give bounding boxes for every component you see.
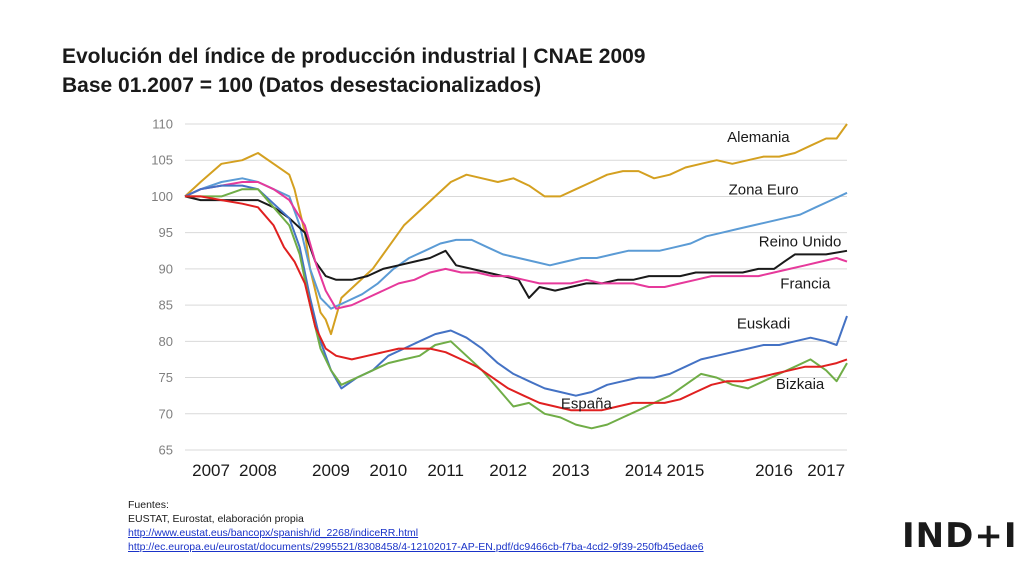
y-tick-label-100: 100 (151, 189, 173, 204)
chart-title: Evolución del índice de producción indus… (62, 42, 646, 100)
x-tick-label-2017: 2017 (807, 461, 845, 480)
y-tick-label-110: 110 (152, 117, 173, 132)
x-tick-label-2007: 2007 (192, 461, 230, 480)
x-tick-label-2015: 2015 (666, 461, 704, 480)
series-line-reino-unido (184, 195, 848, 299)
sources-heading: Fuentes: (128, 499, 169, 511)
title-line-2: Base 01.2007 = 100 (Datos desestacionali… (62, 74, 542, 97)
series-line-francia (184, 181, 848, 310)
series-line-espana (185, 195, 848, 412)
series-line-euskadi (184, 184, 848, 397)
source-link-eustat[interactable]: http://www.eustat.eus/bancopx/spanish/id… (128, 527, 419, 539)
x-tick-label-2010: 2010 (369, 461, 407, 480)
x-tick-label-2016: 2016 (755, 461, 793, 480)
y-tick-label-105: 105 (151, 153, 173, 168)
indi-logo: IND+I (902, 516, 1018, 556)
x-tick-label-2009: 2009 (312, 461, 350, 480)
series-label-reino-unido: Reino Unido (759, 233, 842, 250)
x-tick-label-2013: 2013 (552, 461, 590, 480)
x-tick-label-2011: 2011 (427, 461, 464, 480)
series-label-francia: Francia (780, 275, 831, 292)
source-link-eurostat[interactable]: http://ec.europa.eu/eurostat/documents/2… (128, 541, 704, 553)
series-label-alemania: Alemania (727, 129, 790, 146)
series-label-espana: España (561, 396, 613, 413)
series-line-zona-euro (184, 177, 848, 310)
x-tick-label-2012: 2012 (489, 461, 527, 480)
series-label-zona-euro: Zona Euro (729, 181, 799, 198)
x-tick-label-2014: 2014 (625, 461, 663, 480)
y-tick-label-65: 65 (159, 443, 173, 458)
series-line-bizkaia (185, 188, 848, 430)
y-tick-label-85: 85 (159, 298, 173, 313)
series-label-euskadi: Euskadi (737, 315, 790, 332)
series-line-alemania (184, 123, 848, 336)
title-line-1: Evolución del índice de producción indus… (62, 45, 646, 68)
sources-block: Fuentes: EUSTAT, Eurostat, elaboración p… (128, 498, 704, 554)
y-tick-label-95: 95 (159, 225, 173, 240)
x-tick-label-2008: 2008 (239, 461, 277, 480)
series-label-bizkaia: Bizkaia (776, 376, 825, 393)
sources-line: EUSTAT, Eurostat, elaboración propia (128, 513, 304, 525)
y-tick-label-75: 75 (159, 370, 173, 385)
y-tick-label-70: 70 (159, 406, 173, 421)
y-tick-label-90: 90 (159, 261, 173, 276)
y-tick-label-80: 80 (159, 334, 173, 349)
